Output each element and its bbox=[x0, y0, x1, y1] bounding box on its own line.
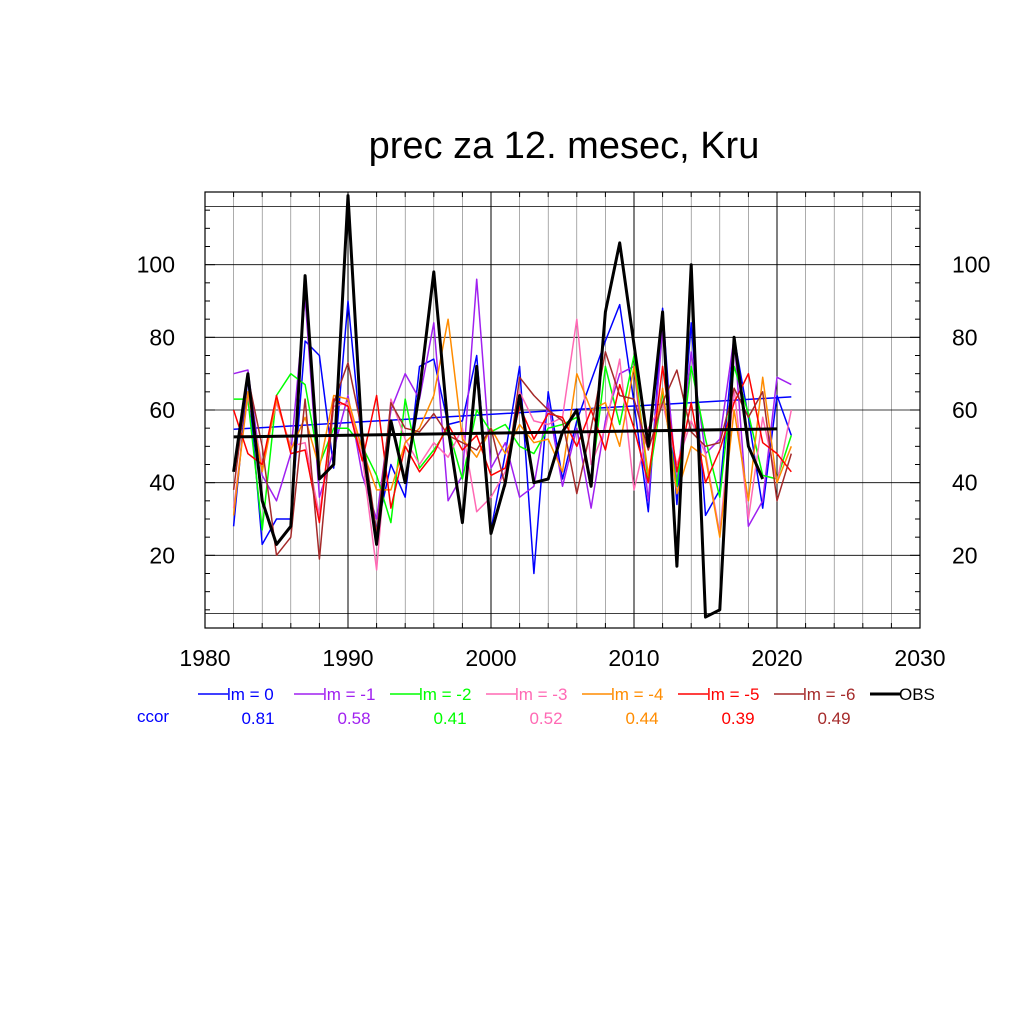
legend-item-1: lm = -1 0.58 bbox=[294, 685, 375, 728]
series-1 bbox=[233, 278, 792, 528]
x-tick-label: 1980 bbox=[179, 645, 230, 671]
legend-item-5: lm = -5 0.39 bbox=[678, 685, 759, 728]
legend-label: lm = -1 bbox=[323, 685, 375, 704]
series-line bbox=[232, 194, 765, 619]
trend-line bbox=[233, 427, 778, 439]
ccor-label: ccor bbox=[137, 707, 169, 726]
y-tick-label-right: 40 bbox=[952, 470, 978, 496]
series-layer bbox=[232, 194, 793, 619]
x-tick-label: 1990 bbox=[322, 645, 373, 671]
ccor-value: 0.41 bbox=[433, 709, 466, 728]
ccor-value: 0.58 bbox=[337, 709, 370, 728]
series-line bbox=[233, 278, 792, 528]
y-tick-label-right: 60 bbox=[952, 397, 978, 423]
y-tick-label-left: 40 bbox=[149, 470, 175, 496]
y-tick-label-left: 60 bbox=[149, 397, 175, 423]
legend-item-0: lm = 0 0.81 bbox=[198, 685, 275, 728]
legend-label: lm = -3 bbox=[515, 685, 567, 704]
x-tick-label: 2010 bbox=[608, 645, 659, 671]
legend-item-7: OBS bbox=[870, 685, 935, 704]
ccor-value: 0.44 bbox=[625, 709, 658, 728]
y-tick-label-right: 100 bbox=[952, 252, 990, 278]
y-tick-label-left: 100 bbox=[137, 252, 175, 278]
legend-label: OBS bbox=[899, 685, 935, 704]
x-tick-label: 2020 bbox=[751, 645, 802, 671]
legend-item-4: lm = -4 0.44 bbox=[582, 685, 663, 728]
legend-item-3: lm = -3 0.52 bbox=[486, 685, 567, 728]
legend-label: lm = -2 bbox=[419, 685, 471, 704]
legend-item-2: lm = -2 0.41 bbox=[390, 685, 471, 728]
y-tick-label-right: 20 bbox=[952, 542, 978, 568]
legend-item-6: lm = -6 0.49 bbox=[774, 685, 855, 728]
y-tick-label-left: 20 bbox=[149, 542, 175, 568]
y-tick-label-left: 80 bbox=[149, 324, 175, 350]
ccor-value: 0.49 bbox=[817, 709, 850, 728]
y-tick-label-right: 80 bbox=[952, 324, 978, 350]
chart-title: prec za 12. mesec, Kru bbox=[369, 125, 760, 167]
x-tick-label: 2000 bbox=[465, 645, 516, 671]
legend-label: lm = -6 bbox=[803, 685, 855, 704]
x-tick-label: 2030 bbox=[894, 645, 945, 671]
ccor-value: 0.52 bbox=[529, 709, 562, 728]
legend-label: lm = -5 bbox=[707, 685, 759, 704]
trend-line bbox=[233, 396, 792, 431]
ccor-value: 0.39 bbox=[721, 709, 754, 728]
legend-label: lm = -4 bbox=[611, 685, 663, 704]
ccor-value: 0.81 bbox=[241, 709, 274, 728]
legend-label: lm = 0 bbox=[227, 685, 274, 704]
series-7 bbox=[232, 194, 778, 619]
